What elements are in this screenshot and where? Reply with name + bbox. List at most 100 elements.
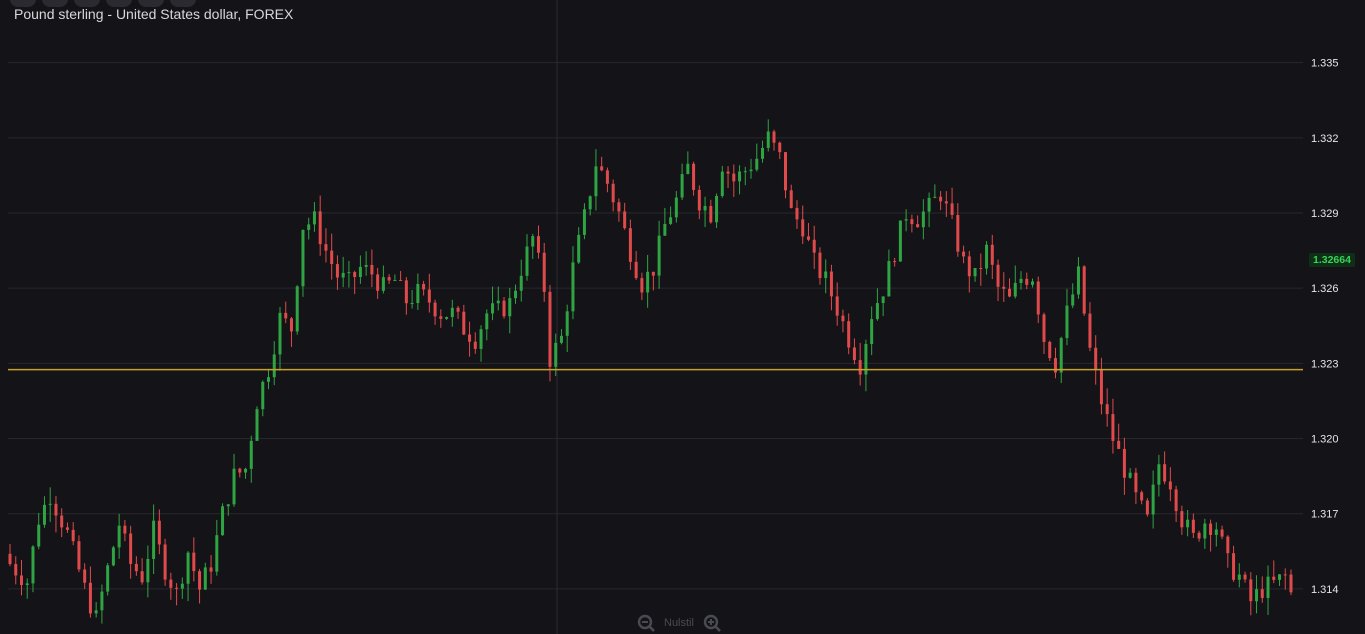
candle bbox=[100, 584, 104, 624]
candle bbox=[571, 246, 575, 320]
candle bbox=[536, 225, 540, 259]
candle bbox=[71, 522, 75, 546]
candle bbox=[157, 509, 161, 555]
candle bbox=[83, 563, 87, 589]
candle bbox=[289, 317, 293, 347]
chart-title: Pound sterling - United States dollar, F… bbox=[14, 6, 294, 22]
candle bbox=[812, 225, 816, 269]
candle bbox=[1013, 265, 1017, 299]
candle bbox=[715, 193, 719, 229]
candle bbox=[910, 214, 914, 233]
candle bbox=[1082, 265, 1086, 316]
candle bbox=[582, 203, 586, 240]
candle bbox=[1243, 571, 1247, 583]
candle bbox=[1053, 347, 1057, 379]
candle bbox=[600, 156, 604, 172]
zoom-in-icon[interactable] bbox=[702, 613, 722, 633]
zoom-reset-button[interactable]: Nulstil bbox=[664, 617, 694, 629]
candle bbox=[588, 195, 592, 216]
candle bbox=[514, 284, 518, 304]
candle bbox=[893, 257, 897, 267]
candle bbox=[692, 161, 696, 196]
candle bbox=[829, 264, 833, 311]
candle bbox=[479, 325, 483, 362]
candle bbox=[778, 141, 782, 160]
candle bbox=[835, 282, 839, 326]
candle bbox=[806, 222, 810, 242]
candle bbox=[985, 241, 989, 275]
candle bbox=[657, 220, 661, 289]
y-tick-label: 1.317 bbox=[1311, 509, 1339, 521]
candle bbox=[956, 203, 960, 257]
candle bbox=[766, 119, 770, 152]
candle bbox=[651, 271, 655, 291]
candle bbox=[422, 280, 426, 296]
candle bbox=[944, 191, 948, 217]
candle bbox=[364, 251, 368, 276]
candle bbox=[462, 304, 466, 336]
candle bbox=[416, 273, 420, 310]
candle bbox=[623, 202, 627, 230]
candle bbox=[111, 545, 115, 567]
candle bbox=[1266, 565, 1270, 615]
candle bbox=[967, 250, 971, 293]
candle bbox=[439, 309, 443, 328]
candle bbox=[1008, 278, 1012, 298]
candle bbox=[898, 220, 902, 262]
candle bbox=[881, 296, 885, 317]
candle bbox=[1163, 451, 1167, 485]
candle bbox=[117, 513, 121, 559]
candle bbox=[962, 245, 966, 264]
candle bbox=[818, 247, 822, 285]
candle bbox=[1157, 454, 1161, 497]
candle bbox=[381, 265, 385, 294]
candle bbox=[669, 206, 673, 226]
candle bbox=[198, 568, 202, 604]
candle bbox=[1180, 505, 1184, 535]
candle bbox=[1220, 525, 1224, 540]
candle bbox=[1002, 272, 1006, 302]
candle bbox=[1128, 468, 1132, 479]
candle bbox=[743, 166, 747, 186]
candle bbox=[215, 519, 219, 576]
candle bbox=[399, 271, 403, 282]
candle bbox=[761, 140, 765, 163]
candle bbox=[163, 538, 167, 586]
candle bbox=[261, 380, 265, 417]
candle bbox=[221, 503, 225, 536]
candle bbox=[1209, 519, 1213, 552]
candle bbox=[973, 267, 977, 282]
candle bbox=[318, 195, 322, 256]
candle bbox=[324, 228, 328, 263]
y-tick-label: 1.329 bbox=[1311, 208, 1339, 220]
candle bbox=[577, 227, 581, 264]
candle bbox=[123, 520, 127, 542]
zoom-controls: Nulstil bbox=[636, 612, 722, 634]
candle bbox=[858, 342, 862, 386]
y-tick-label: 1.326 bbox=[1311, 283, 1339, 295]
candle bbox=[1025, 272, 1029, 290]
candle bbox=[341, 256, 345, 288]
candle bbox=[37, 512, 41, 550]
candle bbox=[106, 563, 110, 596]
candle bbox=[42, 496, 46, 528]
last-price-badge: 1.32664 bbox=[1309, 253, 1355, 267]
candle bbox=[427, 273, 431, 313]
zoom-out-icon[interactable] bbox=[636, 613, 656, 633]
candle bbox=[31, 545, 35, 593]
candle bbox=[1232, 545, 1236, 582]
candle bbox=[496, 286, 500, 311]
candle bbox=[312, 202, 316, 232]
candle bbox=[1071, 283, 1075, 309]
candle bbox=[508, 287, 512, 334]
candle bbox=[8, 543, 12, 567]
candle bbox=[1260, 576, 1264, 603]
candle bbox=[1122, 437, 1126, 495]
candle bbox=[927, 192, 931, 228]
candle bbox=[1272, 560, 1276, 584]
candle bbox=[370, 249, 374, 288]
candle bbox=[663, 207, 667, 237]
candle bbox=[726, 166, 730, 188]
y-axis-ticks: 1.335 1.332 1.329 1.326 1.323 1.320 1.317 1.314 bbox=[1311, 58, 1339, 596]
